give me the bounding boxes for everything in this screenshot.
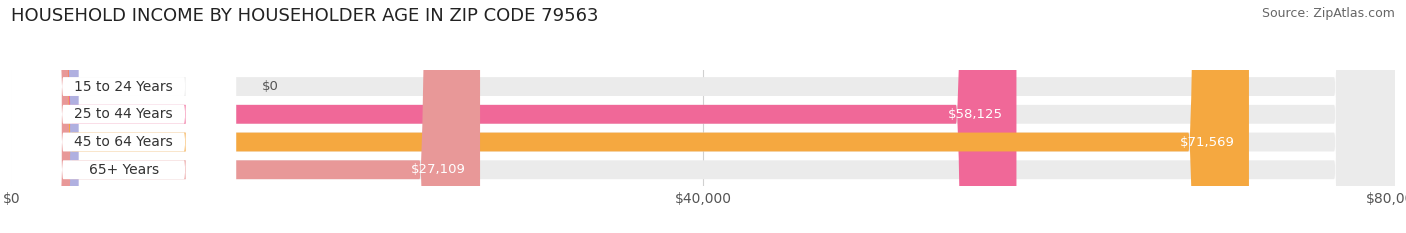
Text: 25 to 44 Years: 25 to 44 Years bbox=[75, 107, 173, 121]
FancyBboxPatch shape bbox=[11, 0, 479, 233]
Text: $58,125: $58,125 bbox=[948, 108, 1002, 121]
FancyBboxPatch shape bbox=[11, 0, 236, 233]
FancyBboxPatch shape bbox=[11, 0, 1017, 233]
FancyBboxPatch shape bbox=[11, 0, 236, 233]
FancyBboxPatch shape bbox=[11, 0, 236, 233]
FancyBboxPatch shape bbox=[11, 0, 1395, 233]
Text: $71,569: $71,569 bbox=[1180, 136, 1234, 148]
FancyBboxPatch shape bbox=[11, 0, 1249, 233]
Text: 65+ Years: 65+ Years bbox=[89, 163, 159, 177]
FancyBboxPatch shape bbox=[11, 0, 79, 233]
Text: 15 to 24 Years: 15 to 24 Years bbox=[75, 79, 173, 93]
FancyBboxPatch shape bbox=[11, 0, 236, 233]
FancyBboxPatch shape bbox=[11, 0, 1395, 233]
FancyBboxPatch shape bbox=[11, 0, 1395, 233]
Text: $27,109: $27,109 bbox=[412, 163, 467, 176]
Text: Source: ZipAtlas.com: Source: ZipAtlas.com bbox=[1261, 7, 1395, 20]
Text: $0: $0 bbox=[262, 80, 278, 93]
Text: HOUSEHOLD INCOME BY HOUSEHOLDER AGE IN ZIP CODE 79563: HOUSEHOLD INCOME BY HOUSEHOLDER AGE IN Z… bbox=[11, 7, 599, 25]
Text: 45 to 64 Years: 45 to 64 Years bbox=[75, 135, 173, 149]
FancyBboxPatch shape bbox=[11, 0, 1395, 233]
